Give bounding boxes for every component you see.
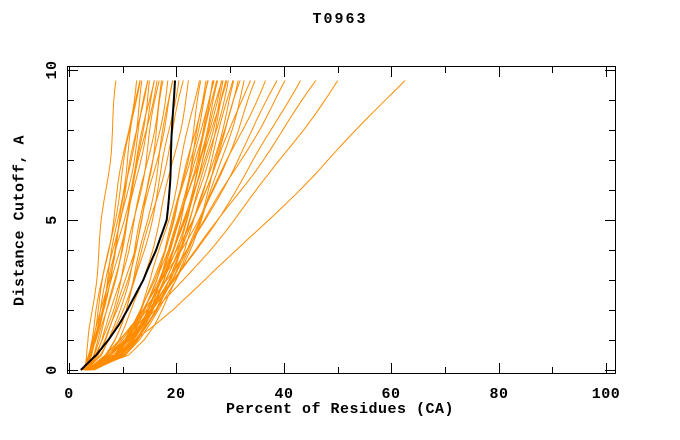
chart-title: T0963	[312, 11, 368, 28]
x-axis-label: Percent of Residues (CA)	[225, 401, 455, 418]
model-curve	[85, 80, 339, 371]
y-axis-label: Distance Cutoff, A	[11, 134, 29, 307]
model-curve	[84, 80, 174, 371]
x-tick-label: 100	[592, 386, 621, 403]
model-curve	[83, 80, 155, 371]
model-curve	[88, 80, 286, 371]
model-curve	[84, 80, 301, 371]
model-curve	[85, 80, 219, 371]
model-curve	[86, 80, 317, 371]
y-tick-label: 5	[44, 215, 61, 225]
model-curve	[81, 80, 158, 371]
model-curve	[89, 80, 200, 371]
plot-frame	[67, 66, 616, 374]
x-tick-label: 0	[64, 386, 74, 403]
model-curve	[84, 80, 184, 371]
model-curve	[92, 80, 228, 371]
model-curve	[87, 80, 406, 371]
model-curve	[85, 80, 227, 371]
model-curve	[87, 80, 162, 371]
x-tick-label: 20	[166, 386, 185, 403]
model-curve	[85, 80, 278, 371]
model-curve	[89, 80, 229, 371]
y-tick-label: 10	[44, 60, 61, 79]
model-curve	[84, 80, 141, 371]
model-curve	[86, 80, 180, 371]
model-curve	[84, 80, 241, 371]
x-tick-label: 40	[274, 386, 293, 403]
model-curve	[86, 80, 155, 371]
model-curve	[89, 80, 266, 371]
y-tick-label: 0	[44, 365, 61, 375]
model-curve	[90, 80, 245, 371]
highlight-curve	[80, 80, 176, 371]
model-curve	[84, 80, 117, 371]
model-curve	[85, 80, 150, 371]
x-tick-label: 80	[489, 386, 508, 403]
x-tick-label: 60	[381, 386, 400, 403]
